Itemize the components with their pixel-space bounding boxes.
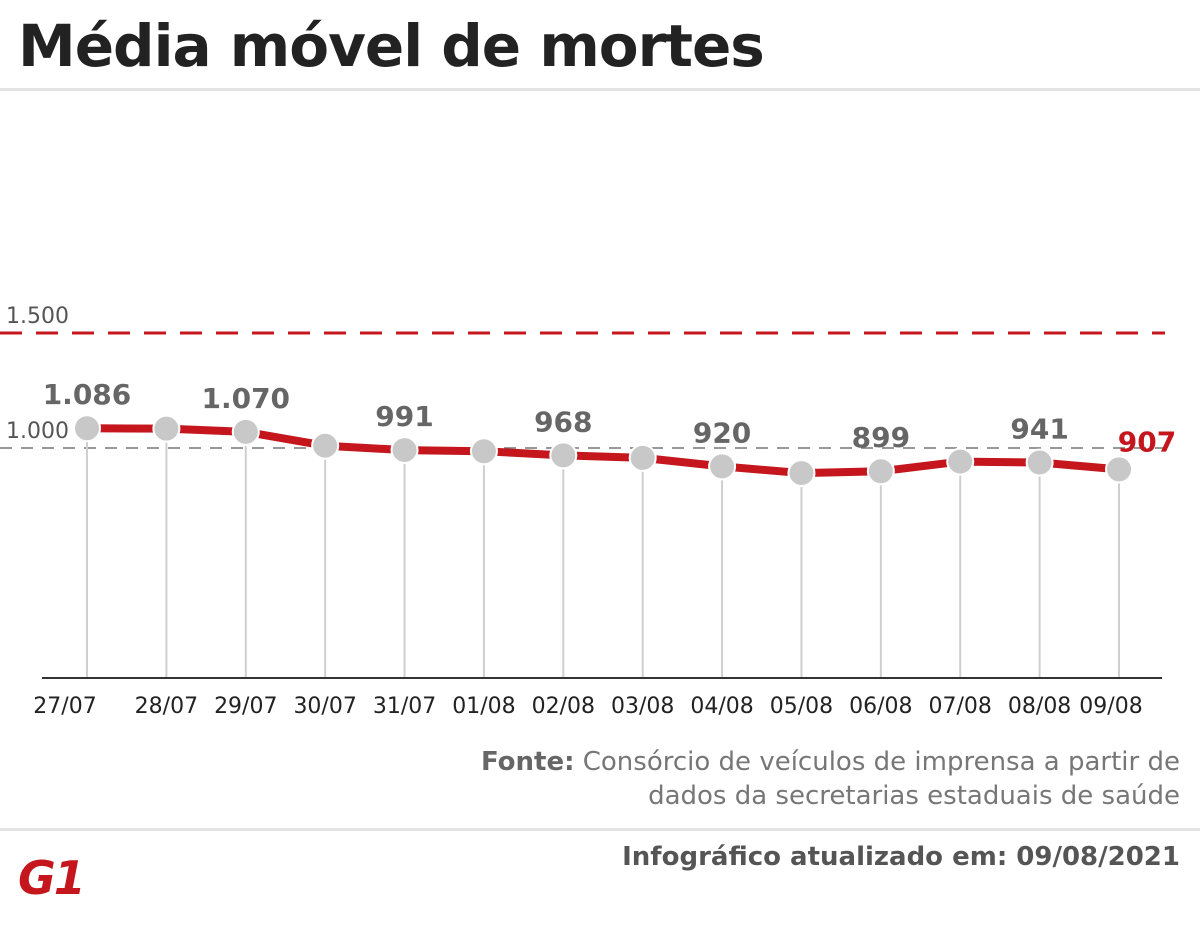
bottom-divider bbox=[0, 828, 1200, 831]
data-label: 920 bbox=[693, 416, 751, 449]
data-point bbox=[73, 414, 101, 443]
data-point bbox=[787, 459, 816, 488]
data-point bbox=[708, 452, 737, 481]
x-tick-label: 01/08 bbox=[452, 694, 515, 719]
data-point bbox=[311, 431, 340, 460]
g1-logo: G1 bbox=[18, 852, 86, 900]
source-note: Fonte: Consórcio de veículos de imprensa… bbox=[460, 745, 1180, 813]
x-tick-label: 09/08 bbox=[1079, 694, 1142, 719]
data-point bbox=[866, 457, 895, 486]
source-label: Fonte: bbox=[480, 747, 575, 777]
x-tick-label: 28/07 bbox=[135, 694, 198, 719]
data-label: 1.070 bbox=[201, 382, 290, 415]
x-tick-label: 27/07 bbox=[33, 694, 96, 719]
top-divider bbox=[0, 88, 1200, 91]
data-point bbox=[1105, 455, 1133, 484]
x-tick-label: 04/08 bbox=[690, 694, 753, 719]
data-point bbox=[231, 417, 260, 446]
data-point bbox=[946, 447, 975, 476]
x-tick-label: 07/08 bbox=[929, 694, 992, 719]
data-label: 968 bbox=[534, 405, 592, 438]
data-point bbox=[549, 441, 578, 470]
reference-label-1: 1.000 bbox=[6, 419, 69, 444]
x-tick-label: 29/07 bbox=[214, 694, 277, 719]
data-point bbox=[628, 443, 657, 472]
updated-note: Infográfico atualizado em: 09/08/2021 bbox=[622, 842, 1180, 872]
svg-text:G1: G1 bbox=[18, 852, 84, 900]
x-tick-label: 31/07 bbox=[373, 694, 436, 719]
source-text: Consórcio de veículos de imprensa a part… bbox=[582, 747, 1180, 811]
data-label: 991 bbox=[375, 400, 433, 433]
x-tick-label: 02/08 bbox=[532, 694, 595, 719]
data-point bbox=[469, 437, 498, 466]
data-point bbox=[1025, 448, 1054, 477]
reference-label-0: 1.500 bbox=[6, 304, 69, 329]
x-tick-label: 30/07 bbox=[293, 694, 356, 719]
data-label: 899 bbox=[852, 421, 910, 454]
data-point bbox=[152, 414, 181, 443]
data-label: 1.086 bbox=[43, 378, 132, 411]
x-tick-label: 06/08 bbox=[849, 694, 912, 719]
x-tick-label: 03/08 bbox=[611, 694, 674, 719]
data-label: 941 bbox=[1010, 412, 1068, 445]
x-tick-label: 08/08 bbox=[1008, 694, 1071, 719]
data-label: 907 bbox=[1118, 425, 1176, 458]
chart-title: Média móvel de mortes bbox=[18, 12, 765, 80]
data-point bbox=[390, 436, 419, 465]
x-tick-label: 05/08 bbox=[770, 694, 833, 719]
